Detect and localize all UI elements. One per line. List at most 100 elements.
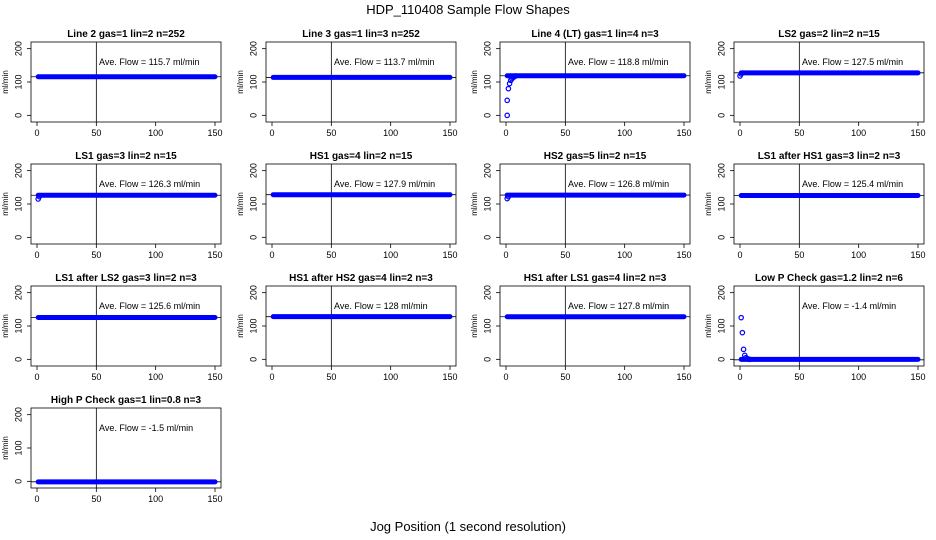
- panel-10: HS1 after HS2 gas=4 lin=2 n=3 0 50 100 150 0 1…: [236, 273, 457, 382]
- x-tick-label: 100: [617, 250, 632, 260]
- y-tick-label: 100: [716, 74, 726, 89]
- y-tick-label: 200: [716, 285, 726, 300]
- panel-title: HS1 after HS2 gas=4 lin=2 n=3: [289, 273, 433, 284]
- y-tick-label: 100: [13, 318, 23, 333]
- y-tick-label: 100: [482, 196, 492, 211]
- x-tick-label: 50: [560, 372, 570, 382]
- panel-title: Line 2 gas=1 lin=2 n=252: [67, 29, 185, 40]
- panel-title: Low P Check gas=1.2 lin=2 n=6: [755, 273, 903, 284]
- y-tick-label: 200: [716, 163, 726, 178]
- panel-2: Line 3 gas=1 lin=3 n=252 0 50 100 150 0 100 200…: [236, 29, 457, 138]
- panel-title: LS2 gas=2 lin=2 n=15: [778, 29, 880, 40]
- y-tick-label: 200: [13, 163, 23, 178]
- plot-frame: [499, 163, 691, 245]
- panel-13: High P Check gas=1 lin=0.8 n=3 0 50 100 150 0…: [1, 395, 222, 504]
- y-axis-label: ml/min: [1, 70, 10, 94]
- x-tick-label: 150: [442, 250, 457, 260]
- y-tick-label: 100: [13, 74, 23, 89]
- x-tick-label: 50: [326, 250, 336, 260]
- y-tick-label: 100: [248, 74, 258, 89]
- x-tick-label: 50: [91, 128, 101, 138]
- data-point: [506, 80, 513, 87]
- y-tick-label: 200: [482, 285, 492, 300]
- plot-frame: [733, 41, 925, 123]
- average-flow-annotation: Ave. Flow = 125.6 ml/min: [99, 301, 200, 311]
- y-tick-label: 0: [13, 357, 23, 362]
- plot-frame: [265, 163, 457, 245]
- plot-frame: [30, 163, 222, 245]
- y-axis-label: ml/min: [704, 192, 713, 216]
- x-tick-label: 50: [91, 250, 101, 260]
- x-tick-label: 50: [794, 372, 804, 382]
- y-tick-label: 100: [482, 318, 492, 333]
- x-tick-label: 0: [503, 372, 508, 382]
- y-tick-label: 100: [248, 318, 258, 333]
- y-tick-label: 100: [716, 196, 726, 211]
- y-tick-label: 0: [716, 113, 726, 118]
- y-tick-label: 200: [248, 41, 258, 56]
- x-tick-label: 150: [676, 250, 691, 260]
- plot-frame: [733, 285, 925, 367]
- y-tick-label: 100: [13, 196, 23, 211]
- data-point: [504, 112, 510, 119]
- average-flow-annotation: Ave. Flow = -1.5 ml/min: [99, 423, 193, 433]
- x-tick-label: 100: [383, 372, 398, 382]
- plot-frame: [733, 163, 925, 245]
- average-flow-annotation: Ave. Flow = 127.5 ml/min: [802, 57, 903, 67]
- x-tick-label: 50: [794, 128, 804, 138]
- x-tick-label: 100: [851, 128, 866, 138]
- plot-frame: [265, 41, 457, 123]
- x-tick-label: 0: [34, 128, 39, 138]
- x-tick-label: 0: [269, 128, 274, 138]
- x-tick-label: 0: [34, 372, 39, 382]
- x-tick-label: 50: [326, 128, 336, 138]
- x-tick-label: 150: [910, 250, 925, 260]
- average-flow-annotation: Ave. Flow = 128 ml/min: [334, 301, 428, 311]
- plot-frame: [30, 407, 222, 489]
- y-axis-label: ml/min: [704, 314, 713, 338]
- y-tick-label: 200: [13, 285, 23, 300]
- y-axis-label: ml/min: [704, 70, 713, 94]
- panel-title: LS1 gas=3 lin=2 n=15: [75, 151, 177, 162]
- x-tick-label: 50: [560, 250, 570, 260]
- panel-title: HS1 after LS1 gas=4 lin=2 n=3: [524, 273, 667, 284]
- x-tick-label: 50: [91, 372, 101, 382]
- x-tick-label: 150: [676, 372, 691, 382]
- data-point: [504, 97, 510, 104]
- x-tick-label: 0: [503, 128, 508, 138]
- x-tick-label: 100: [148, 250, 163, 260]
- panel-title: Line 3 gas=1 lin=3 n=252: [302, 29, 420, 40]
- y-axis-label: ml/min: [470, 70, 479, 94]
- panel-9: LS1 after LS2 gas=3 lin=2 n=3 0 50 100 150 0 1…: [1, 273, 222, 382]
- data-point: [739, 329, 746, 336]
- y-tick-label: 0: [248, 113, 258, 118]
- average-flow-annotation: Ave. Flow = 125.4 ml/min: [802, 179, 903, 189]
- y-axis-label: ml/min: [236, 314, 245, 338]
- y-tick-label: 200: [13, 41, 23, 56]
- y-tick-label: 200: [13, 407, 23, 422]
- x-tick-label: 150: [207, 128, 222, 138]
- y-tick-label: 100: [482, 74, 492, 89]
- x-tick-label: 0: [503, 250, 508, 260]
- y-tick-label: 100: [716, 318, 726, 333]
- x-tick-label: 100: [617, 372, 632, 382]
- panel-title: HS2 gas=5 lin=2 n=15: [544, 151, 647, 162]
- y-axis-label: ml/min: [1, 314, 10, 338]
- y-tick-label: 200: [248, 285, 258, 300]
- y-tick-label: 0: [482, 113, 492, 118]
- panel-title: LS1 after HS1 gas=3 lin=2 n=3: [758, 151, 901, 162]
- panel-12: Low P Check gas=1.2 lin=2 n=6 0 50 100 150 0 1…: [704, 273, 925, 382]
- y-tick-label: 0: [13, 479, 23, 484]
- y-tick-label: 100: [248, 196, 258, 211]
- x-tick-label: 150: [910, 128, 925, 138]
- data-point: [740, 346, 747, 353]
- y-tick-label: 0: [13, 235, 23, 240]
- y-tick-label: 0: [13, 113, 23, 118]
- panel-5: LS1 gas=3 lin=2 n=15 0 50 100 150 0 100 200 ml/m…: [1, 151, 222, 260]
- plot-frame: [265, 285, 457, 367]
- y-tick-label: 0: [716, 357, 726, 362]
- average-flow-annotation: Ave. Flow = 115.7 ml/min: [99, 57, 199, 67]
- panel-title: LS1 after LS2 gas=3 lin=2 n=3: [55, 273, 197, 284]
- average-flow-annotation: Ave. Flow = 126.8 ml/min: [568, 179, 669, 189]
